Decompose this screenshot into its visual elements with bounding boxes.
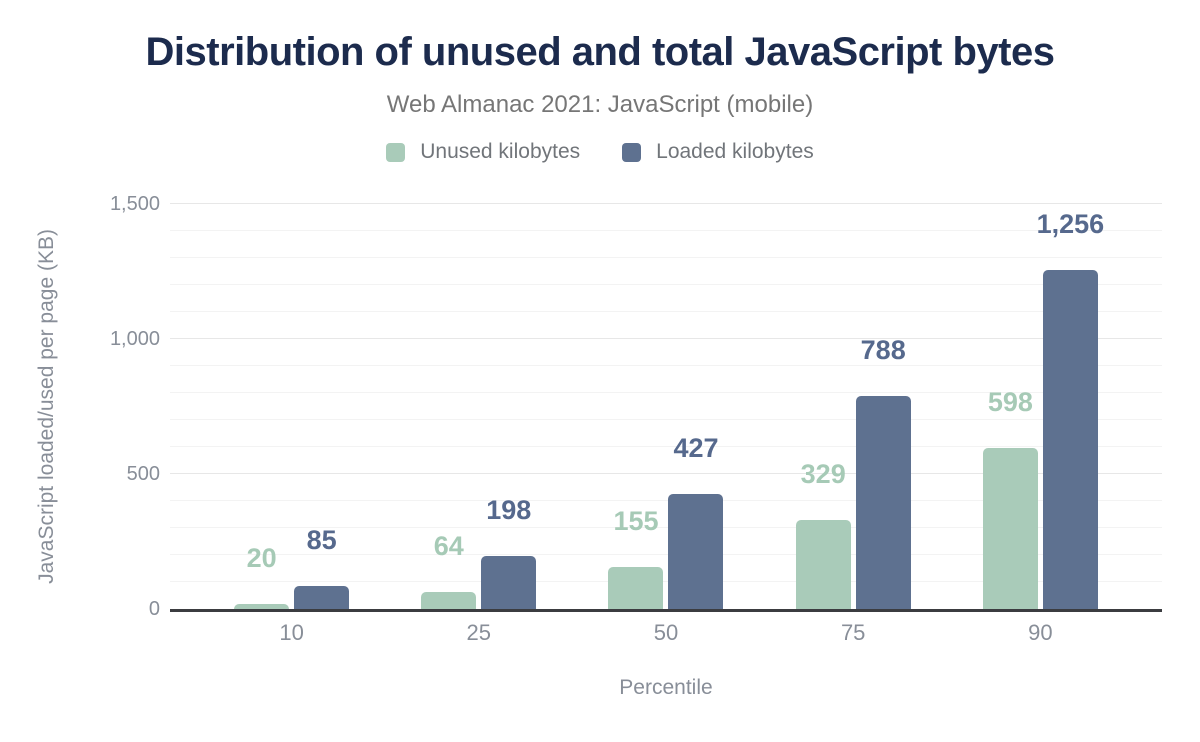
bar-group: 329 788 — [760, 204, 947, 609]
legend: Unused kilobytes Loaded kilobytes — [0, 140, 1200, 164]
bar-loaded: 85 — [294, 527, 350, 609]
x-tick-label: 50 — [653, 620, 679, 645]
y-tick-label: 1,000 — [109, 328, 160, 350]
gridline — [170, 365, 1162, 366]
y-tick-label: 1,500 — [109, 193, 160, 215]
gridline — [170, 257, 1162, 258]
gridline — [170, 419, 1162, 420]
bar-unused: 155 — [608, 508, 664, 609]
legend-swatch-loaded-icon — [622, 142, 642, 162]
bar-value-label: 198 — [486, 494, 532, 525]
bar-bands: 20 85 64 198 155 427 329 788 598 1,256 — [198, 204, 1134, 609]
x-tick-label: 75 — [840, 620, 866, 645]
bar-loaded: 1,256 — [1037, 210, 1104, 609]
legend-swatch-unused-icon — [386, 142, 406, 162]
gridline — [170, 338, 1162, 339]
legend-label-loaded: Loaded kilobytes — [656, 140, 814, 163]
gridline — [170, 203, 1162, 204]
bar-loaded: 427 — [668, 434, 724, 609]
legend-item-loaded: Loaded kilobytes — [622, 140, 814, 164]
bar-value-label: 427 — [673, 432, 719, 463]
x-tick-label: 10 — [279, 620, 304, 645]
bar-value-label: 788 — [860, 335, 906, 366]
chart-title: Distribution of unused and total JavaScr… — [145, 30, 1055, 74]
bar-value-label: 85 — [306, 525, 337, 556]
bar-unused: 329 — [795, 461, 851, 609]
bar-unused: 20 — [234, 544, 290, 609]
gridline — [170, 230, 1162, 231]
bar-value-label: 20 — [246, 542, 277, 573]
x-tick-label: 90 — [1028, 620, 1053, 645]
x-axis-ticks: 10 25 50 75 90 — [198, 620, 1134, 646]
bar-value-label: 155 — [613, 506, 659, 537]
bar-loaded: 198 — [481, 496, 537, 609]
bar-group: 598 1,256 — [947, 204, 1134, 609]
x-tick-label: 25 — [466, 620, 492, 645]
legend-item-unused: Unused kilobytes — [386, 140, 580, 164]
bar-unused: 598 — [982, 388, 1038, 609]
bar-group: 64 198 — [385, 204, 572, 609]
gridline — [170, 581, 1162, 582]
legend-label-unused: Unused kilobytes — [420, 140, 581, 163]
bar-value-label: 598 — [987, 386, 1033, 417]
bar-value-label: 1,256 — [1036, 208, 1105, 239]
chart-subtitle: Web Almanac 2021: JavaScript (mobile) — [386, 91, 814, 118]
gridline — [170, 284, 1162, 285]
gridline — [170, 392, 1162, 393]
x-axis-title: Percentile — [619, 676, 713, 699]
y-tick-label: 500 — [126, 463, 160, 485]
bar-unused: 64 — [421, 532, 477, 609]
bar-value-label: 64 — [433, 530, 464, 561]
gridline — [170, 446, 1162, 447]
bar-group: 155 427 — [572, 204, 759, 609]
gridline — [170, 500, 1162, 501]
gridline — [170, 311, 1162, 312]
gridline — [170, 473, 1162, 474]
bar-group: 20 85 — [198, 204, 385, 609]
y-axis-ticks: 0 500 1,000 1,500 — [60, 194, 160, 619]
plot-area: 20 85 64 198 155 427 329 788 598 1,256 — [170, 203, 1162, 612]
gridline — [170, 527, 1162, 528]
gridline — [170, 554, 1162, 555]
bar-value-label: 329 — [800, 459, 846, 490]
y-axis-title: JavaScript loaded/used per page (KB) — [35, 229, 58, 584]
y-tick-label: 0 — [148, 598, 160, 620]
bar-loaded: 788 — [855, 337, 911, 609]
